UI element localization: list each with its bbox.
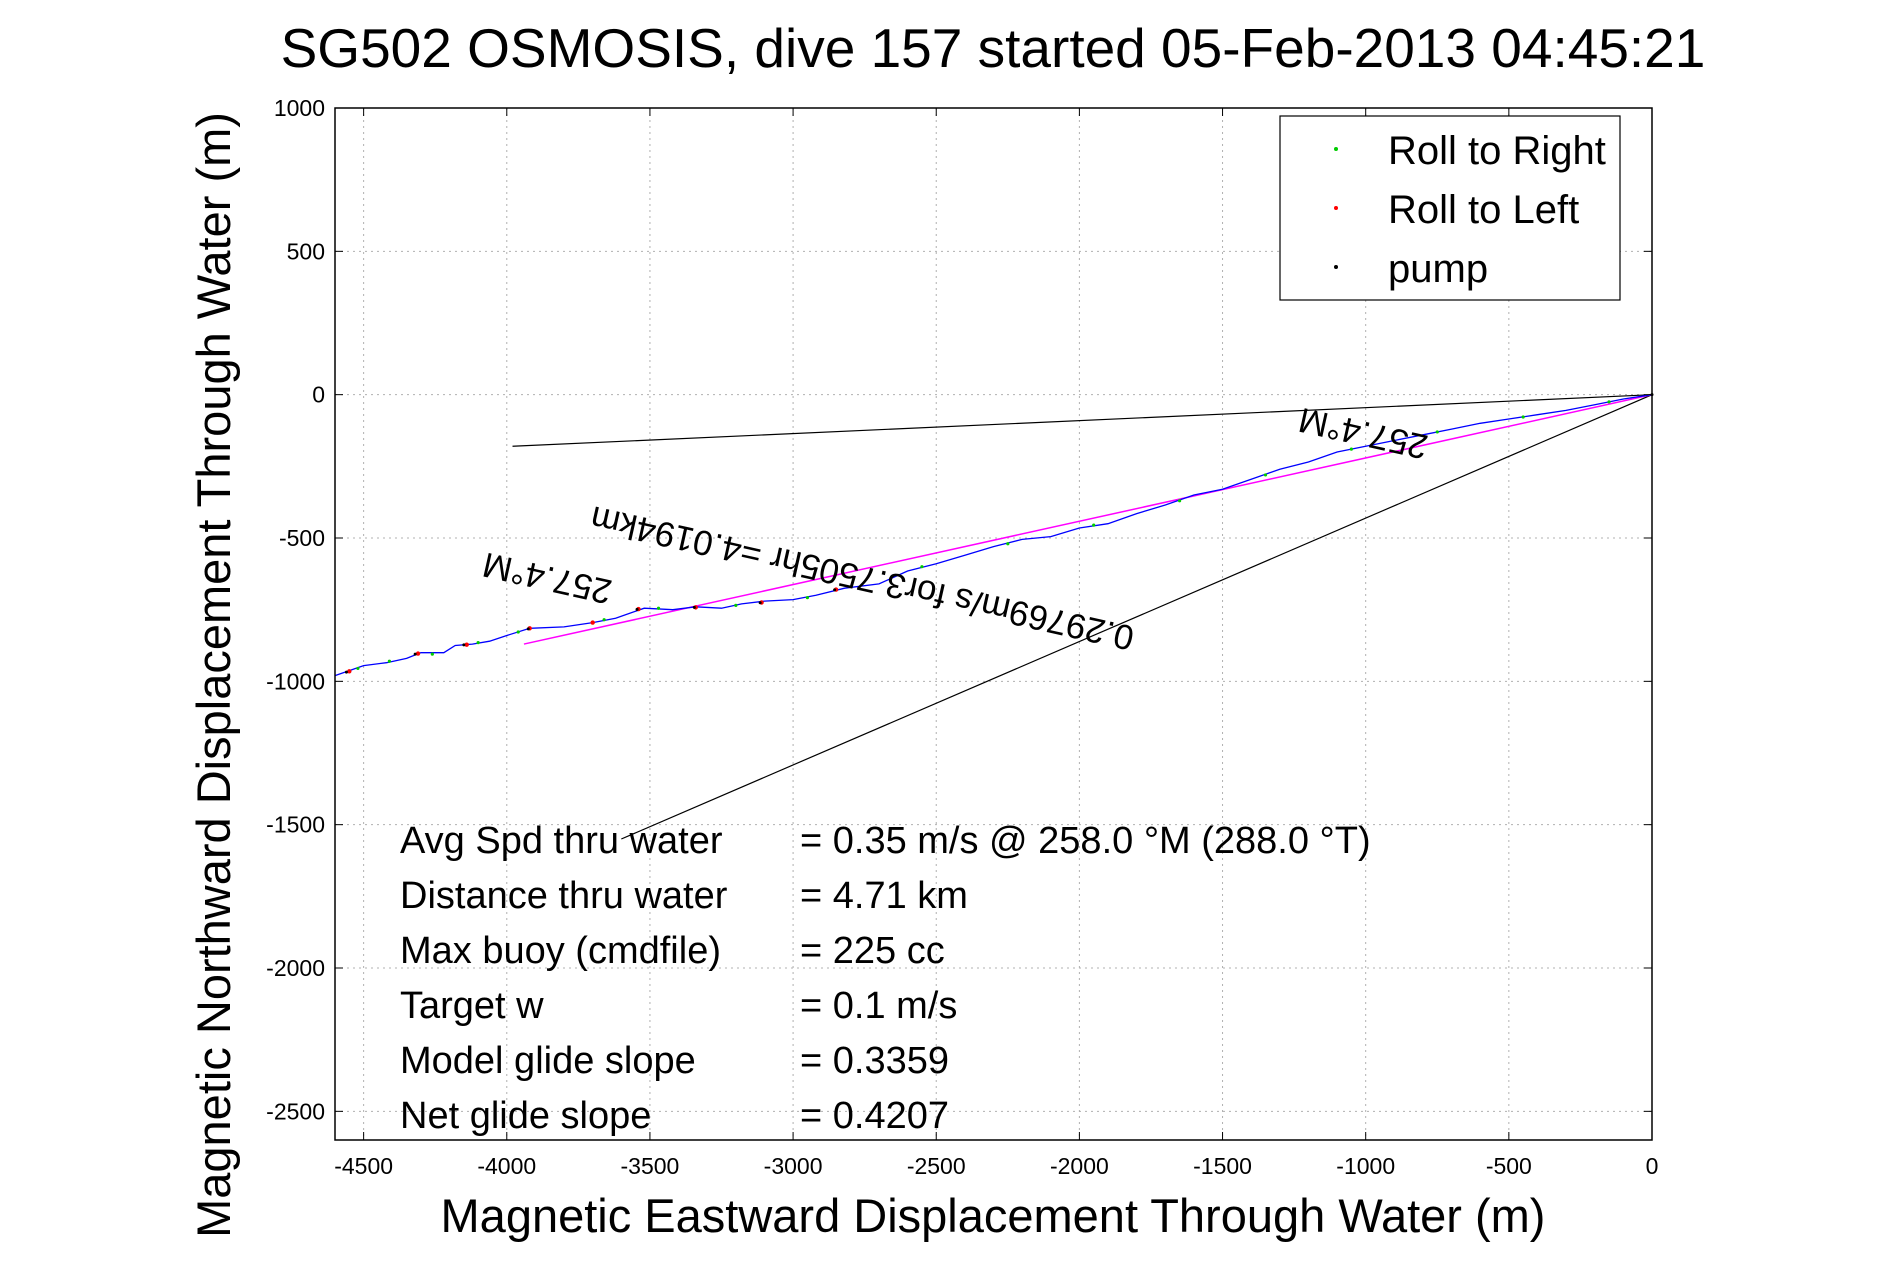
stat-label: Max buoy (cmdfile) (400, 930, 721, 972)
stat-value: = 0.4207 (800, 1095, 949, 1137)
legend-marker (1334, 206, 1338, 210)
roll-left-point (590, 620, 595, 625)
stat-label: Net glide slope (400, 1095, 651, 1137)
pump-point (413, 652, 417, 656)
x-tick-label: -1500 (1193, 1153, 1252, 1179)
roll-right-point (1263, 473, 1268, 477)
legend-label: Roll to Left (1388, 188, 1579, 232)
stat-value: = 0.1 m/s (800, 985, 957, 1027)
y-tick-label: -1000 (266, 668, 325, 694)
stat-label: Model glide slope (400, 1040, 696, 1082)
x-tick-label: -4500 (334, 1153, 393, 1179)
reference-line (621, 394, 1653, 840)
legend: Roll to Right Roll to Left pump (1279, 115, 1621, 301)
legend-marker (1334, 265, 1338, 269)
plot-frame (334, 107, 1653, 1141)
x-tick-label: -500 (1486, 1153, 1532, 1179)
legend-label: pump (1388, 247, 1488, 291)
reference-line (512, 394, 1653, 447)
axis-ticks: -4500 -4000 -3500 -3000 -2500 -2000 -1500 -1000… (266, 95, 1658, 1179)
roll-right-point (656, 606, 661, 610)
x-tick-label: -2000 (1050, 1153, 1109, 1179)
fit-line (523, 393, 1653, 645)
roll-right-point (1177, 499, 1182, 503)
roll-right-point (356, 666, 360, 671)
stat-value: = 0.35 m/s @ 258.0 °M (288.0 °T) (800, 820, 1371, 862)
stat-label: Avg Spd thru water (400, 820, 723, 862)
roll-left-point (347, 669, 352, 674)
roll-right-point (1521, 415, 1525, 419)
pump-point (526, 627, 530, 631)
roll-left-point (464, 642, 469, 647)
roll-right-point (387, 659, 391, 663)
y-tick-label: 1000 (274, 95, 325, 121)
track-line (334, 394, 1653, 677)
stat-label: Distance thru water (400, 875, 728, 917)
x-axis-label: Magnetic Eastward Displacement Through W… (441, 1189, 1546, 1242)
track-group (334, 394, 1653, 677)
legend-marker (1334, 147, 1338, 151)
pump-point (635, 607, 639, 611)
y-tick-label: -500 (279, 525, 325, 551)
roll-right-point (476, 641, 480, 645)
roll-right-point (430, 652, 434, 656)
fit-line-group (523, 393, 1653, 645)
grid (335, 107, 1653, 1140)
roll-right-point (1435, 430, 1439, 434)
pump-point (462, 643, 466, 647)
roll-right-point (1006, 542, 1010, 546)
x-tick-label: -4000 (477, 1153, 536, 1179)
marker-group (344, 393, 1654, 674)
roll-right-point (1092, 523, 1096, 527)
legend-label: Roll to Right (1388, 129, 1606, 173)
roll-left-point (415, 651, 421, 656)
y-tick-label: 500 (287, 238, 325, 264)
x-tick-label: -3000 (764, 1153, 823, 1179)
pump-point (833, 588, 837, 592)
roll-right-point (1607, 400, 1611, 404)
stats-panel: Avg Spd thru water = 0.35 m/s @ 258.0 °M … (400, 820, 1371, 1137)
roll-right-point (734, 603, 738, 607)
x-tick-label: 0 (1646, 1153, 1659, 1179)
y-tick-label: -2500 (266, 1098, 325, 1124)
y-tick-label: 0 (312, 382, 325, 408)
roll-right-point (805, 596, 810, 600)
stat-value: = 225 cc (800, 930, 945, 972)
reference-lines (512, 394, 1653, 840)
y-tick-label: -2000 (266, 955, 325, 981)
pump-point (344, 670, 348, 674)
x-tick-label: -2500 (907, 1153, 966, 1179)
roll-right-point (1349, 447, 1353, 451)
pump-point (692, 605, 696, 609)
x-tick-label: -3500 (621, 1153, 680, 1179)
y-axis-label: Magnetic Northward Displacement Through … (187, 112, 240, 1238)
roll-right-point (516, 630, 520, 634)
stat-label: Target w (400, 985, 544, 1027)
roll-right-point (602, 618, 606, 622)
stat-value: = 0.3359 (800, 1040, 949, 1082)
roll-right-point (920, 565, 924, 569)
chart-title: SG502 OSMOSIS, dive 157 started 05-Feb-2… (281, 17, 1706, 79)
x-tick-label: -1000 (1336, 1153, 1395, 1179)
pump-point (758, 601, 762, 605)
stat-value: = 4.71 km (800, 875, 968, 917)
y-tick-label: -1500 (266, 812, 325, 838)
